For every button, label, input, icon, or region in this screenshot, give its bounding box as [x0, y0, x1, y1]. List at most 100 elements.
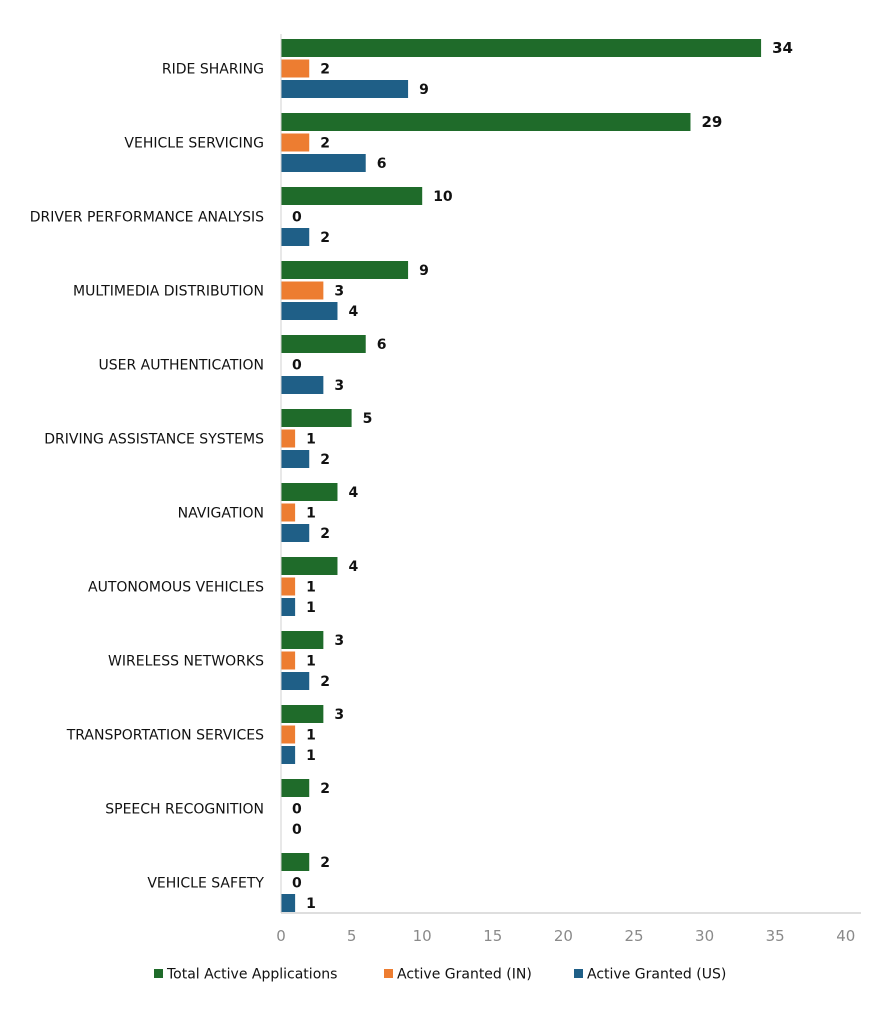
category-label: USER AUTHENTICATION	[99, 358, 265, 374]
category-group: 34 2 9	[281, 39, 793, 98]
data-label: 6	[377, 156, 387, 172]
category-label: TRANSPORTATION SERVICES	[66, 728, 264, 744]
bar	[281, 524, 310, 542]
legend-item: Active Granted (IN)	[384, 967, 532, 983]
category-group: 29 2 6	[281, 113, 722, 172]
data-label: 9	[419, 82, 429, 98]
category-label: DRIVING ASSISTANCE SYSTEMS	[44, 432, 264, 448]
category-group: 10 0 2	[281, 187, 453, 246]
bar	[281, 894, 296, 912]
data-label: 2	[320, 674, 330, 690]
data-label: 5	[363, 411, 373, 427]
category-label: DRIVER PERFORMANCE ANALYSIS	[30, 210, 264, 226]
category-group: 2 0 0	[281, 779, 330, 838]
data-label: 2	[320, 230, 330, 246]
bar	[281, 672, 310, 690]
legend-swatch	[574, 969, 583, 978]
bar	[281, 779, 310, 797]
category-label: NAVIGATION	[178, 506, 264, 522]
legend-swatch	[154, 969, 163, 978]
bar	[281, 133, 310, 152]
category-label: SPEECH RECOGNITION	[105, 802, 264, 818]
bar	[281, 450, 310, 468]
x-tick-label: 20	[554, 927, 573, 945]
category-label: AUTONOMOUS VEHICLES	[88, 580, 264, 596]
x-tick-label: 25	[624, 927, 643, 945]
data-label: 34	[772, 39, 793, 57]
data-label: 2	[320, 136, 330, 152]
data-label: 2	[320, 855, 330, 871]
category-label: MULTIMEDIA DISTRIBUTION	[73, 284, 264, 300]
data-label: 3	[334, 633, 344, 649]
x-axis: 0 5 10 15 20 25 30 35 40	[276, 34, 861, 945]
bar	[281, 705, 324, 723]
data-label: 0	[292, 358, 302, 374]
bar	[281, 557, 338, 575]
data-label: 2	[320, 781, 330, 797]
bar	[281, 429, 296, 448]
data-label: 0	[292, 802, 302, 818]
bar	[281, 853, 310, 871]
bar	[281, 59, 310, 78]
data-label: 4	[348, 559, 358, 575]
legend-label: Total Active Applications	[166, 967, 337, 983]
data-label: 6	[377, 337, 387, 353]
bar	[281, 631, 324, 649]
data-label: 1	[306, 600, 316, 616]
category-group: 6 0 3	[281, 335, 386, 394]
x-tick-label: 15	[483, 927, 502, 945]
legend-label: Active Granted (US)	[587, 967, 726, 983]
data-label: 0	[292, 822, 302, 838]
legend-label: Active Granted (IN)	[397, 967, 532, 983]
category-label: WIRELESS NETWORKS	[108, 654, 264, 670]
x-tick-label: 30	[695, 927, 714, 945]
category-group: 3 1 1	[281, 705, 344, 764]
data-label: 2	[320, 62, 330, 78]
bar	[281, 80, 409, 98]
x-tick-label: 0	[276, 927, 286, 945]
data-label: 4	[348, 485, 358, 501]
category-label: VEHICLE SERVICING	[124, 136, 264, 152]
data-label: 1	[306, 896, 316, 912]
legend: Total Active Applications Active Granted …	[154, 967, 726, 983]
legend-item: Active Granted (US)	[574, 967, 726, 983]
bar	[281, 651, 296, 670]
data-label: 1	[306, 654, 316, 670]
bar	[281, 302, 338, 320]
x-tick-label: 5	[347, 927, 357, 945]
data-label: 1	[306, 506, 316, 522]
x-tick-label: 35	[766, 927, 785, 945]
category-group: 5 12	[281, 409, 372, 468]
data-label: 0	[292, 210, 302, 226]
data-label: 2	[320, 452, 330, 468]
bar	[281, 39, 762, 57]
data-label: 0	[292, 876, 302, 892]
bar	[281, 598, 296, 616]
legend-swatch	[384, 969, 393, 978]
legend-item: Total Active Applications	[154, 967, 337, 983]
data-label: 2	[320, 526, 330, 542]
category-group: 2 01	[281, 853, 330, 912]
category-labels: RIDE SHARING VEHICLE SERVICING DRIVER PERF…	[30, 62, 265, 892]
bar	[281, 335, 366, 353]
bar	[281, 154, 366, 172]
data-label: 1	[306, 580, 316, 596]
bar	[281, 228, 310, 246]
category-group: 3 12	[281, 631, 344, 690]
category-label: RIDE SHARING	[162, 62, 264, 78]
data-label: 29	[701, 113, 722, 131]
x-tick-label: 40	[836, 927, 855, 945]
bar	[281, 725, 296, 744]
category-group: 4 1 1	[281, 557, 358, 616]
data-label: 3	[334, 284, 344, 300]
data-label: 10	[433, 189, 453, 205]
bar	[281, 261, 409, 279]
bar	[281, 577, 296, 596]
bar	[281, 409, 352, 427]
category-group: 9 34	[281, 261, 429, 320]
category-label: VEHICLE SAFETY	[147, 876, 264, 892]
bar	[281, 376, 324, 394]
bar	[281, 187, 423, 205]
